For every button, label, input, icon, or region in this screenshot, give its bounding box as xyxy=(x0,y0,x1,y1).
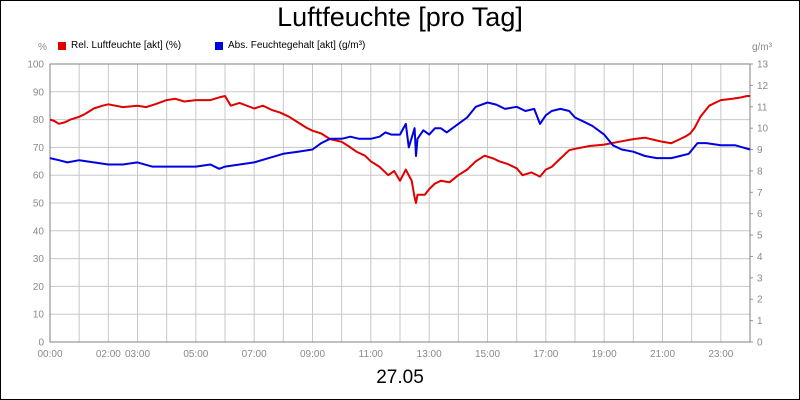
y-right-tick-label: 3 xyxy=(757,273,763,284)
x-tick-label: 19:00 xyxy=(592,349,617,360)
y-right-tick-label: 4 xyxy=(757,252,763,263)
legend-swatch-blue xyxy=(215,41,223,50)
y-right-tick-label: 10 xyxy=(757,124,769,135)
y-left-tick-label: 40 xyxy=(33,226,45,237)
y-left-tick-label: 90 xyxy=(33,87,45,98)
y-right-unit: g/m³ xyxy=(752,42,772,53)
x-tick-label: 02:00 xyxy=(96,349,121,360)
x-tick-label: 15:00 xyxy=(475,349,500,360)
y-right-tick-label: 12 xyxy=(757,81,769,92)
x-axis-date-label: 27.05 xyxy=(376,367,424,388)
x-tick-label: 09:00 xyxy=(300,349,325,360)
x-tick-label: 17:00 xyxy=(533,349,558,360)
y-right-tick-label: 2 xyxy=(757,295,763,306)
y-left-tick-label: 80 xyxy=(33,115,45,126)
y-left-tick-label: 30 xyxy=(33,254,45,265)
plot-area-border xyxy=(49,63,751,343)
x-tick-label: 05:00 xyxy=(183,349,208,360)
x-tick-label: 21:00 xyxy=(650,349,675,360)
y-right-tick-label: 9 xyxy=(757,145,763,156)
y-right-tick-label: 8 xyxy=(757,166,763,177)
rel-humidity-line xyxy=(49,95,750,204)
x-tick-label: 23:00 xyxy=(708,349,733,360)
legend-item-rel-humidity: Rel. Luftfeuchte [akt] (%) xyxy=(58,40,181,51)
legend-swatch-red xyxy=(58,41,66,50)
y-right-tick-label: 5 xyxy=(757,231,763,242)
x-tick-label: 11:00 xyxy=(359,349,384,360)
y-right-tick-label: 7 xyxy=(757,188,763,199)
y-right-tick-label: 13 xyxy=(757,60,769,71)
legend-label-rel-humidity: Rel. Luftfeuchte [akt] (%) xyxy=(71,40,182,51)
abs-humidity-line xyxy=(49,101,751,170)
y-left-tick-label: 50 xyxy=(33,199,45,210)
y-left-tick-label: 10 xyxy=(33,310,45,321)
legend-item-abs-humidity: Abs. Feuchtegehalt [akt] (g/m³) xyxy=(215,40,365,51)
y-left-unit: % xyxy=(38,42,47,53)
legend-label-abs-humidity: Abs. Feuchtegehalt [akt] (g/m³) xyxy=(228,40,366,51)
y-left-tick-label: 60 xyxy=(33,171,45,182)
y-left-tick-label: 0 xyxy=(38,338,44,349)
y-right-tick-label: 0 xyxy=(757,338,763,349)
x-tick-label: 07:00 xyxy=(242,349,267,360)
x-tick-label: 13:00 xyxy=(417,349,442,360)
y-left-tick-label: 70 xyxy=(33,143,45,154)
x-tick-label: 03:00 xyxy=(125,349,150,360)
x-tick-label: 00:00 xyxy=(37,349,62,360)
y-right-tick-label: 6 xyxy=(757,209,763,220)
y-left-tick-label: 20 xyxy=(33,282,45,293)
y-right-tick-label: 1 xyxy=(757,316,763,327)
y-right-tick-label: 11 xyxy=(757,102,768,113)
chart-title: Luftfeuchte [pro Tag] xyxy=(277,2,523,32)
y-left-tick-label: 100 xyxy=(27,60,44,71)
